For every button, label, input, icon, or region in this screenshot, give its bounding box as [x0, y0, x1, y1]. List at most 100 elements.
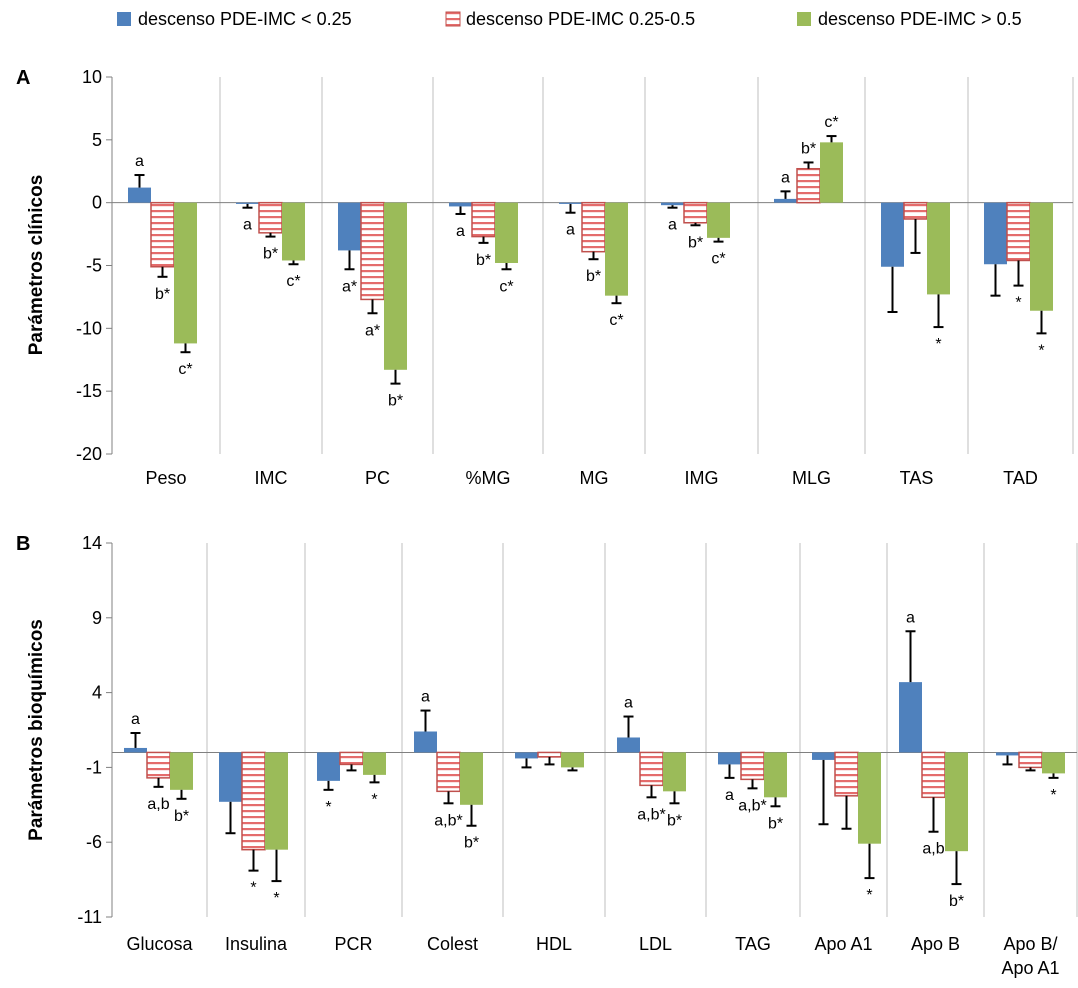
category-label: PC [365, 468, 390, 488]
bar [707, 202, 730, 238]
bar [338, 202, 361, 251]
category-label: Insulina [225, 934, 288, 954]
bar [740, 751, 765, 781]
category-label: Apo A1 [814, 934, 872, 954]
y-tick-label: 4 [92, 683, 102, 703]
bar [921, 751, 946, 799]
bar [899, 682, 922, 753]
legend-label: descenso PDE-IMC > 0.5 [818, 9, 1022, 29]
bar [128, 187, 151, 203]
bar-annotation: * [1015, 295, 1021, 312]
y-tick-label: -11 [77, 907, 102, 927]
bar [796, 167, 821, 204]
bar [495, 202, 518, 263]
bar [661, 202, 684, 206]
y-tick-label: -6 [86, 832, 102, 852]
bar [339, 751, 364, 766]
legend-label: descenso PDE-IMC 0.25-0.5 [466, 9, 695, 29]
bar [683, 201, 708, 224]
legend-swatch [117, 12, 131, 26]
chart-panels: A Parámetros clínicos 10 5 0 -5 -10 -15 -20 Peso I… [16, 67, 1078, 978]
bar [718, 752, 741, 765]
y-tick-label: -5 [86, 256, 102, 276]
category-label: Apo B [911, 934, 960, 954]
bar-annotation: a,b [147, 796, 169, 813]
bar-annotation: a [131, 711, 140, 728]
bar [561, 752, 584, 768]
bar [927, 202, 950, 295]
bar [1018, 751, 1043, 769]
bar-annotation: * [1038, 342, 1044, 359]
category-label: IMC [255, 468, 288, 488]
bar [460, 752, 483, 805]
bar-annotation: b* [949, 893, 964, 910]
bar [241, 751, 266, 851]
bar-annotation: a,b* [637, 806, 665, 823]
bar-annotation: a [456, 223, 465, 240]
y-tick-label: 5 [92, 130, 102, 150]
category-label: TAG [735, 934, 771, 954]
bar [170, 752, 193, 790]
bar [605, 202, 628, 296]
bar [834, 751, 859, 797]
bar [1030, 202, 1053, 311]
bar [537, 751, 562, 758]
bar-annotation: a [781, 169, 790, 186]
panel-B: B Parámetros bioquímicos 14 9 4 -1 -6 -11 Glucos… [16, 533, 1078, 978]
category-label: LDL [639, 934, 672, 954]
bar [258, 201, 283, 234]
bar [945, 752, 968, 852]
category-label: PCR [334, 934, 372, 954]
bar [471, 201, 496, 238]
bar-annotation: a [243, 217, 252, 234]
bar-annotation: a [668, 217, 677, 234]
bar [996, 752, 1019, 756]
bar [663, 752, 686, 792]
bar-annotation: b* [801, 140, 816, 157]
bar [812, 752, 835, 760]
bar [581, 201, 606, 253]
bar [639, 751, 664, 787]
bar-annotation: a [566, 222, 575, 239]
bar [317, 752, 340, 781]
y-axis-title: Parámetros clínicos [26, 175, 47, 356]
bar [559, 202, 582, 204]
legend-swatch [445, 11, 461, 27]
bar [236, 202, 259, 204]
category-label: Apo B/Apo A1 [1001, 934, 1059, 978]
bar [774, 198, 797, 203]
bar-annotation: b* [688, 234, 703, 251]
bar [881, 202, 904, 267]
bar-annotation: * [325, 799, 331, 816]
bar [282, 202, 305, 261]
category-label: IMG [685, 468, 719, 488]
bar-annotation: a* [365, 322, 380, 339]
bar-annotation: a,b [922, 841, 944, 858]
bar-annotation: a,b* [738, 797, 766, 814]
bar-annotation: c* [499, 278, 513, 295]
category-label: TAD [1003, 468, 1038, 488]
bar-annotation: b* [174, 808, 189, 825]
bar-annotation: b* [388, 393, 403, 410]
bar-annotation: a* [342, 278, 357, 295]
bar-annotation: b* [768, 815, 783, 832]
category-label: MLG [792, 468, 831, 488]
bar [1042, 752, 1065, 774]
bar [146, 751, 171, 779]
bar-annotation: a [906, 609, 915, 626]
bar-annotation: * [250, 880, 256, 897]
bar [363, 752, 386, 775]
bar [150, 201, 175, 268]
bar-annotation: c* [178, 361, 192, 378]
bar-annotation: * [371, 791, 377, 808]
bar [265, 752, 288, 850]
y-tick-label: 14 [82, 533, 102, 553]
category-label: %MG [466, 468, 511, 488]
bar-annotation: c* [609, 312, 623, 329]
bar-annotation: b* [464, 835, 479, 852]
bar [858, 752, 881, 844]
bar [984, 202, 1007, 265]
bar-annotation: c* [711, 251, 725, 268]
bar [414, 731, 437, 753]
category-label: HDL [536, 934, 572, 954]
